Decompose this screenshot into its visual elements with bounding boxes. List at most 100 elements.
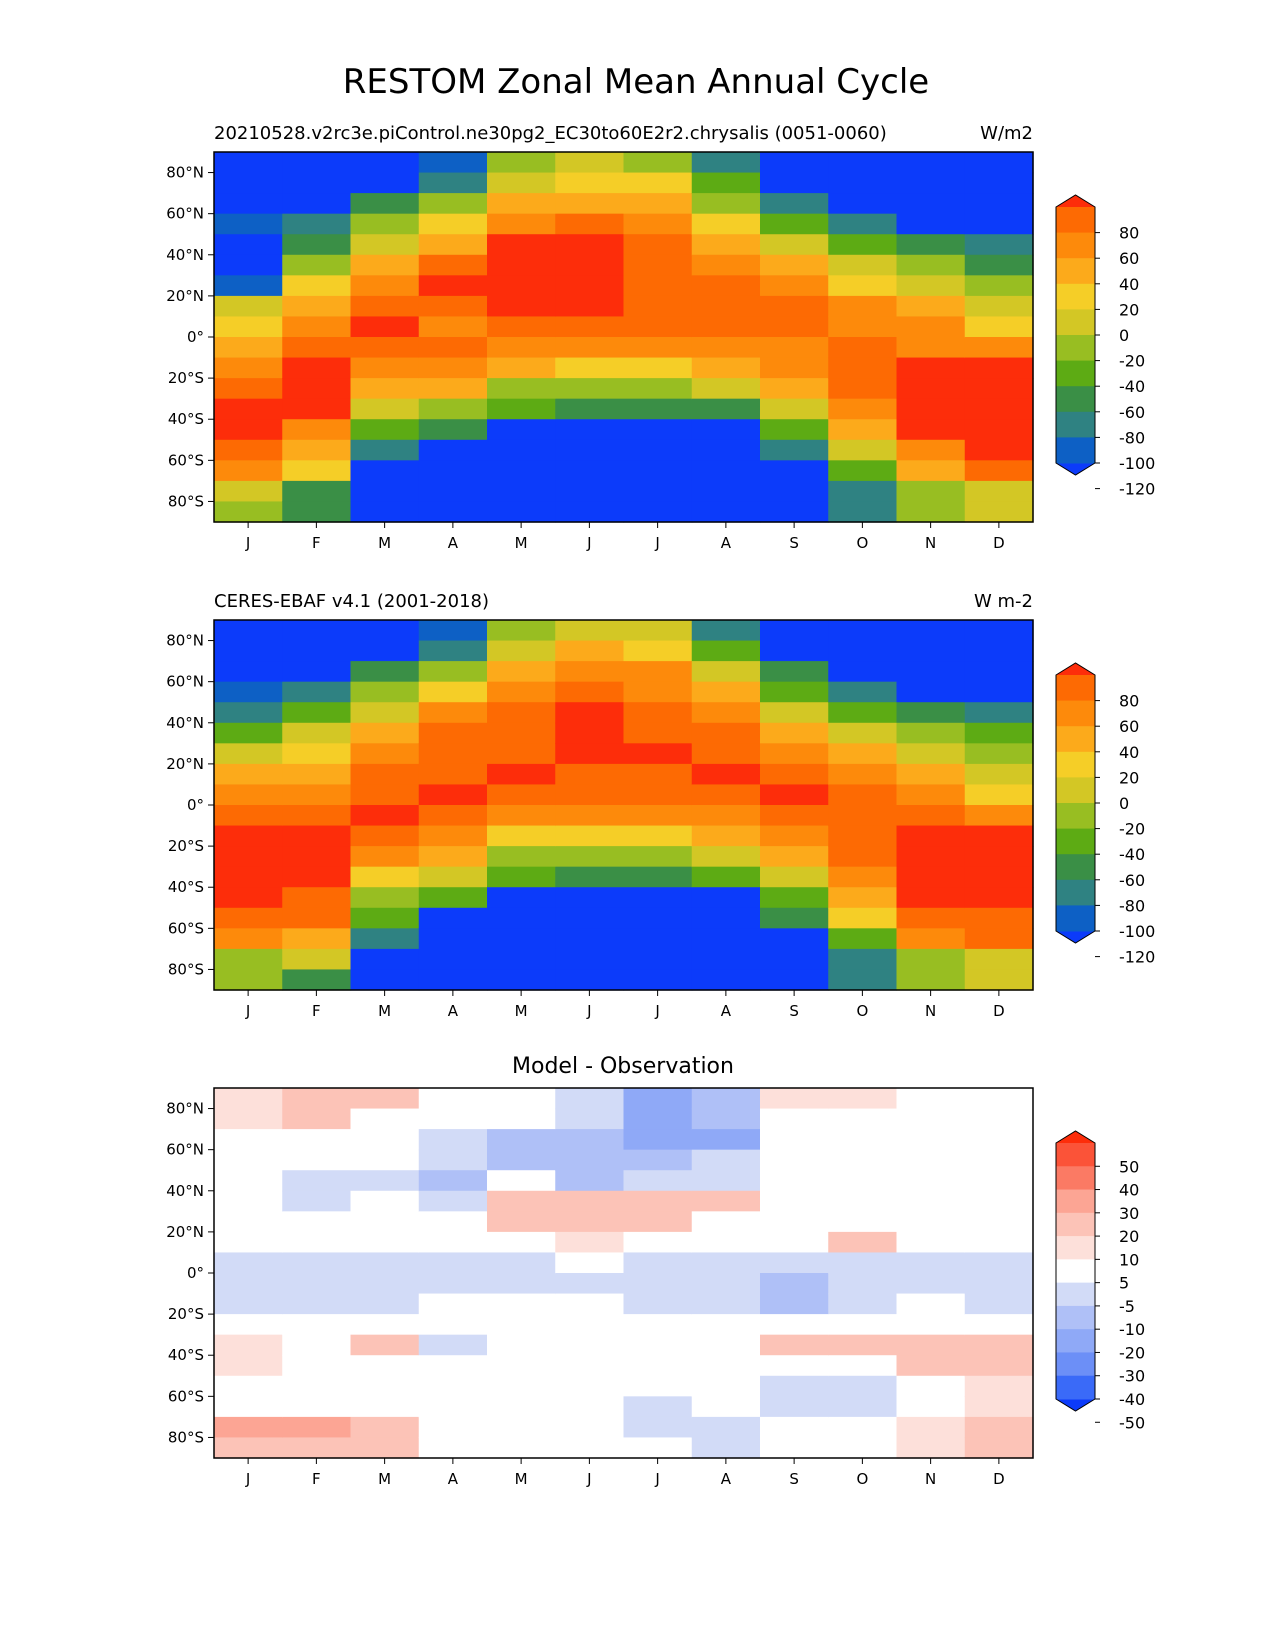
heatmap-cell — [350, 907, 420, 929]
y-tick-label: 40°S — [168, 1346, 204, 1364]
panel-test-y-axis: 80°N 60°N 40°N 20°N 0° 20°S 40°S 60°S 80°S — [166, 164, 214, 510]
heatmap-cell — [555, 702, 625, 724]
heatmap-cell — [350, 316, 420, 338]
heatmap-cell — [691, 907, 761, 929]
heatmap-cell — [418, 1314, 488, 1336]
panel-reference: CERES-EBAF v4.1 (2001-2018) W m-2 80°N 60… — [166, 591, 1155, 1020]
heatmap-cell — [896, 213, 966, 235]
colorbar-tick-label: 60 — [1119, 717, 1139, 736]
heatmap-cell — [555, 681, 625, 703]
heatmap-cell — [282, 480, 352, 503]
heatmap-cell — [487, 275, 556, 297]
heatmap-cell — [896, 1108, 966, 1130]
heatmap-cell — [964, 378, 1034, 400]
heatmap-cell — [282, 295, 352, 318]
heatmap-cell — [282, 805, 352, 827]
heatmap-cell — [487, 681, 556, 703]
heatmap-cell — [214, 928, 283, 950]
heatmap-cell — [964, 846, 1034, 868]
heatmap-cell — [487, 763, 556, 786]
heatmap-cell — [555, 1088, 625, 1110]
heatmap-cell — [964, 213, 1034, 235]
panel-test-title-right: W/m2 — [980, 123, 1033, 144]
x-tick-label: J — [586, 1470, 591, 1488]
heatmap-cell — [964, 743, 1034, 765]
y-tick-label: 20°N — [166, 287, 204, 305]
heatmap-cell — [964, 152, 1034, 174]
heatmap-cell — [487, 722, 556, 744]
heatmap-cell — [691, 398, 761, 420]
colorbar-tick-label: 80 — [1119, 692, 1139, 711]
heatmap-cell — [896, 419, 966, 441]
heatmap-cell — [350, 1088, 420, 1110]
heatmap-cell — [418, 640, 488, 662]
heatmap-cell — [828, 460, 898, 482]
heatmap-cell — [896, 1273, 966, 1295]
heatmap-cell — [896, 1396, 966, 1418]
heatmap-cell — [896, 480, 966, 503]
heatmap-cell — [828, 1149, 898, 1171]
heatmap-cell — [418, 866, 488, 888]
heatmap-cell — [828, 378, 898, 400]
heatmap-cell — [350, 1355, 420, 1377]
heatmap-cell — [282, 661, 352, 683]
heatmap-cell — [555, 152, 625, 174]
heatmap-cell — [487, 234, 556, 256]
heatmap-cell — [760, 193, 829, 215]
heatmap-cell — [214, 1170, 283, 1192]
heatmap-cell — [828, 1375, 898, 1397]
heatmap-cell — [964, 1293, 1034, 1315]
heatmap-cell — [691, 419, 761, 441]
x-tick-label: F — [312, 534, 321, 552]
heatmap-cell — [214, 948, 283, 971]
heatmap-cell — [282, 172, 352, 194]
heatmap-cell — [487, 152, 556, 174]
heatmap-cell — [896, 661, 966, 683]
heatmap-cell — [964, 1416, 1034, 1439]
heatmap-cell — [350, 620, 420, 642]
colorbar-test: 80 60 40 20 0 -20 -40 -60 -80 -100 -120 — [1055, 194, 1155, 499]
heatmap-cell — [623, 948, 693, 971]
heatmap-cell — [555, 357, 625, 379]
heatmap-cell — [418, 357, 488, 379]
heatmap-cell — [418, 193, 488, 215]
y-tick-label: 0° — [187, 796, 204, 814]
colorbar-tick-label: 40 — [1119, 275, 1139, 294]
heatmap-cell — [623, 1149, 693, 1171]
heatmap-cell — [760, 234, 829, 256]
heatmap-cell — [282, 702, 352, 724]
heatmap-cell — [760, 460, 829, 482]
heatmap-cell — [691, 825, 761, 847]
heatmap-cell — [487, 1231, 556, 1254]
heatmap-cell — [282, 1355, 352, 1377]
heatmap-cell — [282, 152, 352, 174]
colorbar-tick-label: 80 — [1119, 224, 1139, 243]
y-tick-label: 20°S — [168, 1305, 204, 1323]
heatmap-cell — [896, 763, 966, 786]
heatmap-cell — [896, 640, 966, 662]
heatmap-cell — [896, 378, 966, 400]
y-tick-label: 60°N — [166, 205, 204, 223]
heatmap-cell — [896, 1293, 966, 1315]
heatmap-cell — [350, 784, 420, 806]
colorbar-tick-label: -20 — [1119, 1343, 1145, 1362]
x-tick-label: M — [515, 534, 528, 552]
heatmap-cell — [214, 378, 283, 400]
colorbar-segment — [1056, 1329, 1095, 1353]
y-tick-label: 0° — [187, 328, 204, 346]
heatmap-cell — [487, 907, 556, 929]
heatmap-cell — [691, 763, 761, 786]
heatmap-cell — [760, 275, 829, 297]
heatmap-cell — [896, 907, 966, 929]
heatmap-cell — [964, 501, 1034, 523]
heatmap-cell — [555, 948, 625, 971]
heatmap-cell — [350, 1334, 420, 1356]
heatmap-cell — [214, 620, 283, 642]
heatmap-cell — [691, 640, 761, 662]
heatmap-cell — [828, 480, 898, 503]
heatmap-cell — [760, 743, 829, 765]
heatmap-cell — [555, 378, 625, 400]
heatmap-cell — [214, 152, 283, 174]
heatmap-cell — [828, 907, 898, 929]
heatmap-cell — [555, 1108, 625, 1130]
